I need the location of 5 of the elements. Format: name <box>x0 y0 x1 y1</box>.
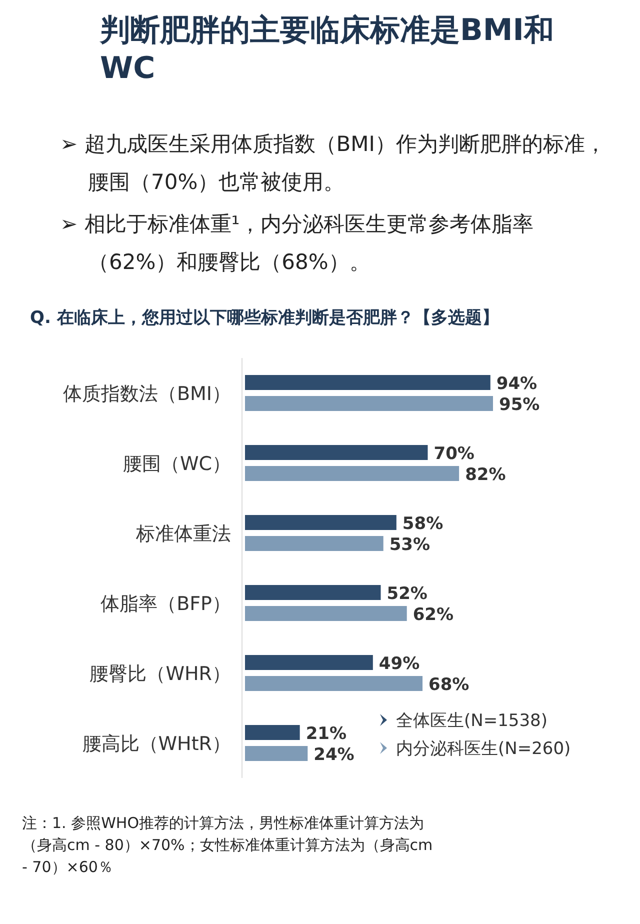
subtitle: Q. 在临床上，您用过以下哪些标准判断是否肥胖？【多选题】 <box>30 307 500 329</box>
annotation: 注：1. 参照WHO推荐的计算方法，男性标准体重计算方法为（身高cm - 80）×70%；女性标准体重计算方法为（身高cm - 70）×60％ <box>22 813 434 878</box>
annotation: ➢ 相比于标准体重¹，内分泌科医生更常参考体脂率（62%）和腰臀比（68%）。 <box>60 211 535 276</box>
annotation: ➢ 超九成医生采用体质指数（BMI）作为判断肥胖的标准，腰围（70%）也常被使用。 <box>60 131 607 196</box>
title: 判断肥胖的主要临床标准是BMI和WC <box>100 12 555 88</box>
